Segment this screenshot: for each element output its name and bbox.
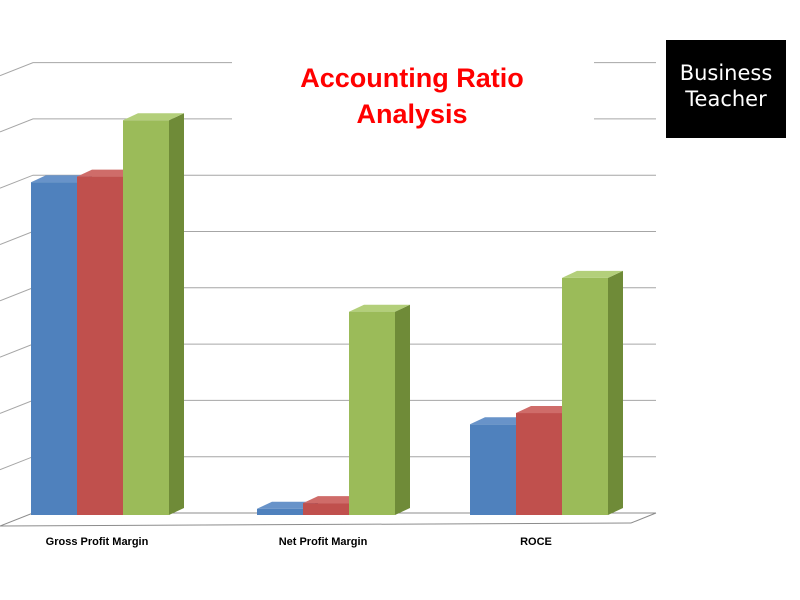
- floor-right-edge: [630, 512, 657, 524]
- bar: [470, 424, 516, 515]
- bar: [516, 413, 562, 515]
- chart-title-line-2: Analysis: [356, 99, 467, 129]
- category-labels: Gross Profit Margin Net Profit Margin ROCE: [46, 536, 552, 548]
- category-label: Gross Profit Margin: [46, 536, 149, 548]
- bar: [31, 182, 77, 515]
- bar: [77, 176, 123, 515]
- title-background: [232, 55, 594, 138]
- bar-top: [123, 113, 184, 121]
- bar-top: [516, 406, 577, 414]
- category-label: Net Profit Margin: [279, 536, 368, 548]
- bar-top: [31, 175, 92, 183]
- chart-title-line-1: Accounting Ratio: [300, 63, 524, 93]
- floor-front-line: [0, 522, 632, 527]
- bar-top: [470, 417, 531, 425]
- bar: [349, 311, 395, 515]
- gridline: [0, 174, 656, 189]
- category-label: ROCE: [520, 536, 552, 548]
- bars: [31, 113, 623, 516]
- bar-side: [608, 270, 623, 515]
- bar-top: [349, 304, 410, 312]
- bar: [257, 508, 303, 515]
- logo-line-1: Business: [679, 61, 773, 85]
- bar-top: [257, 501, 318, 509]
- bar-top: [562, 270, 623, 278]
- logo-line-2: Teacher: [685, 87, 767, 111]
- bar-side: [169, 113, 184, 516]
- bar-top: [77, 169, 138, 177]
- bar: [123, 120, 169, 516]
- business-teacher-logo: Business Teacher: [666, 40, 786, 138]
- bar: [303, 503, 349, 515]
- bar-side: [395, 304, 410, 515]
- bar: [562, 277, 608, 515]
- bar-top: [303, 496, 364, 504]
